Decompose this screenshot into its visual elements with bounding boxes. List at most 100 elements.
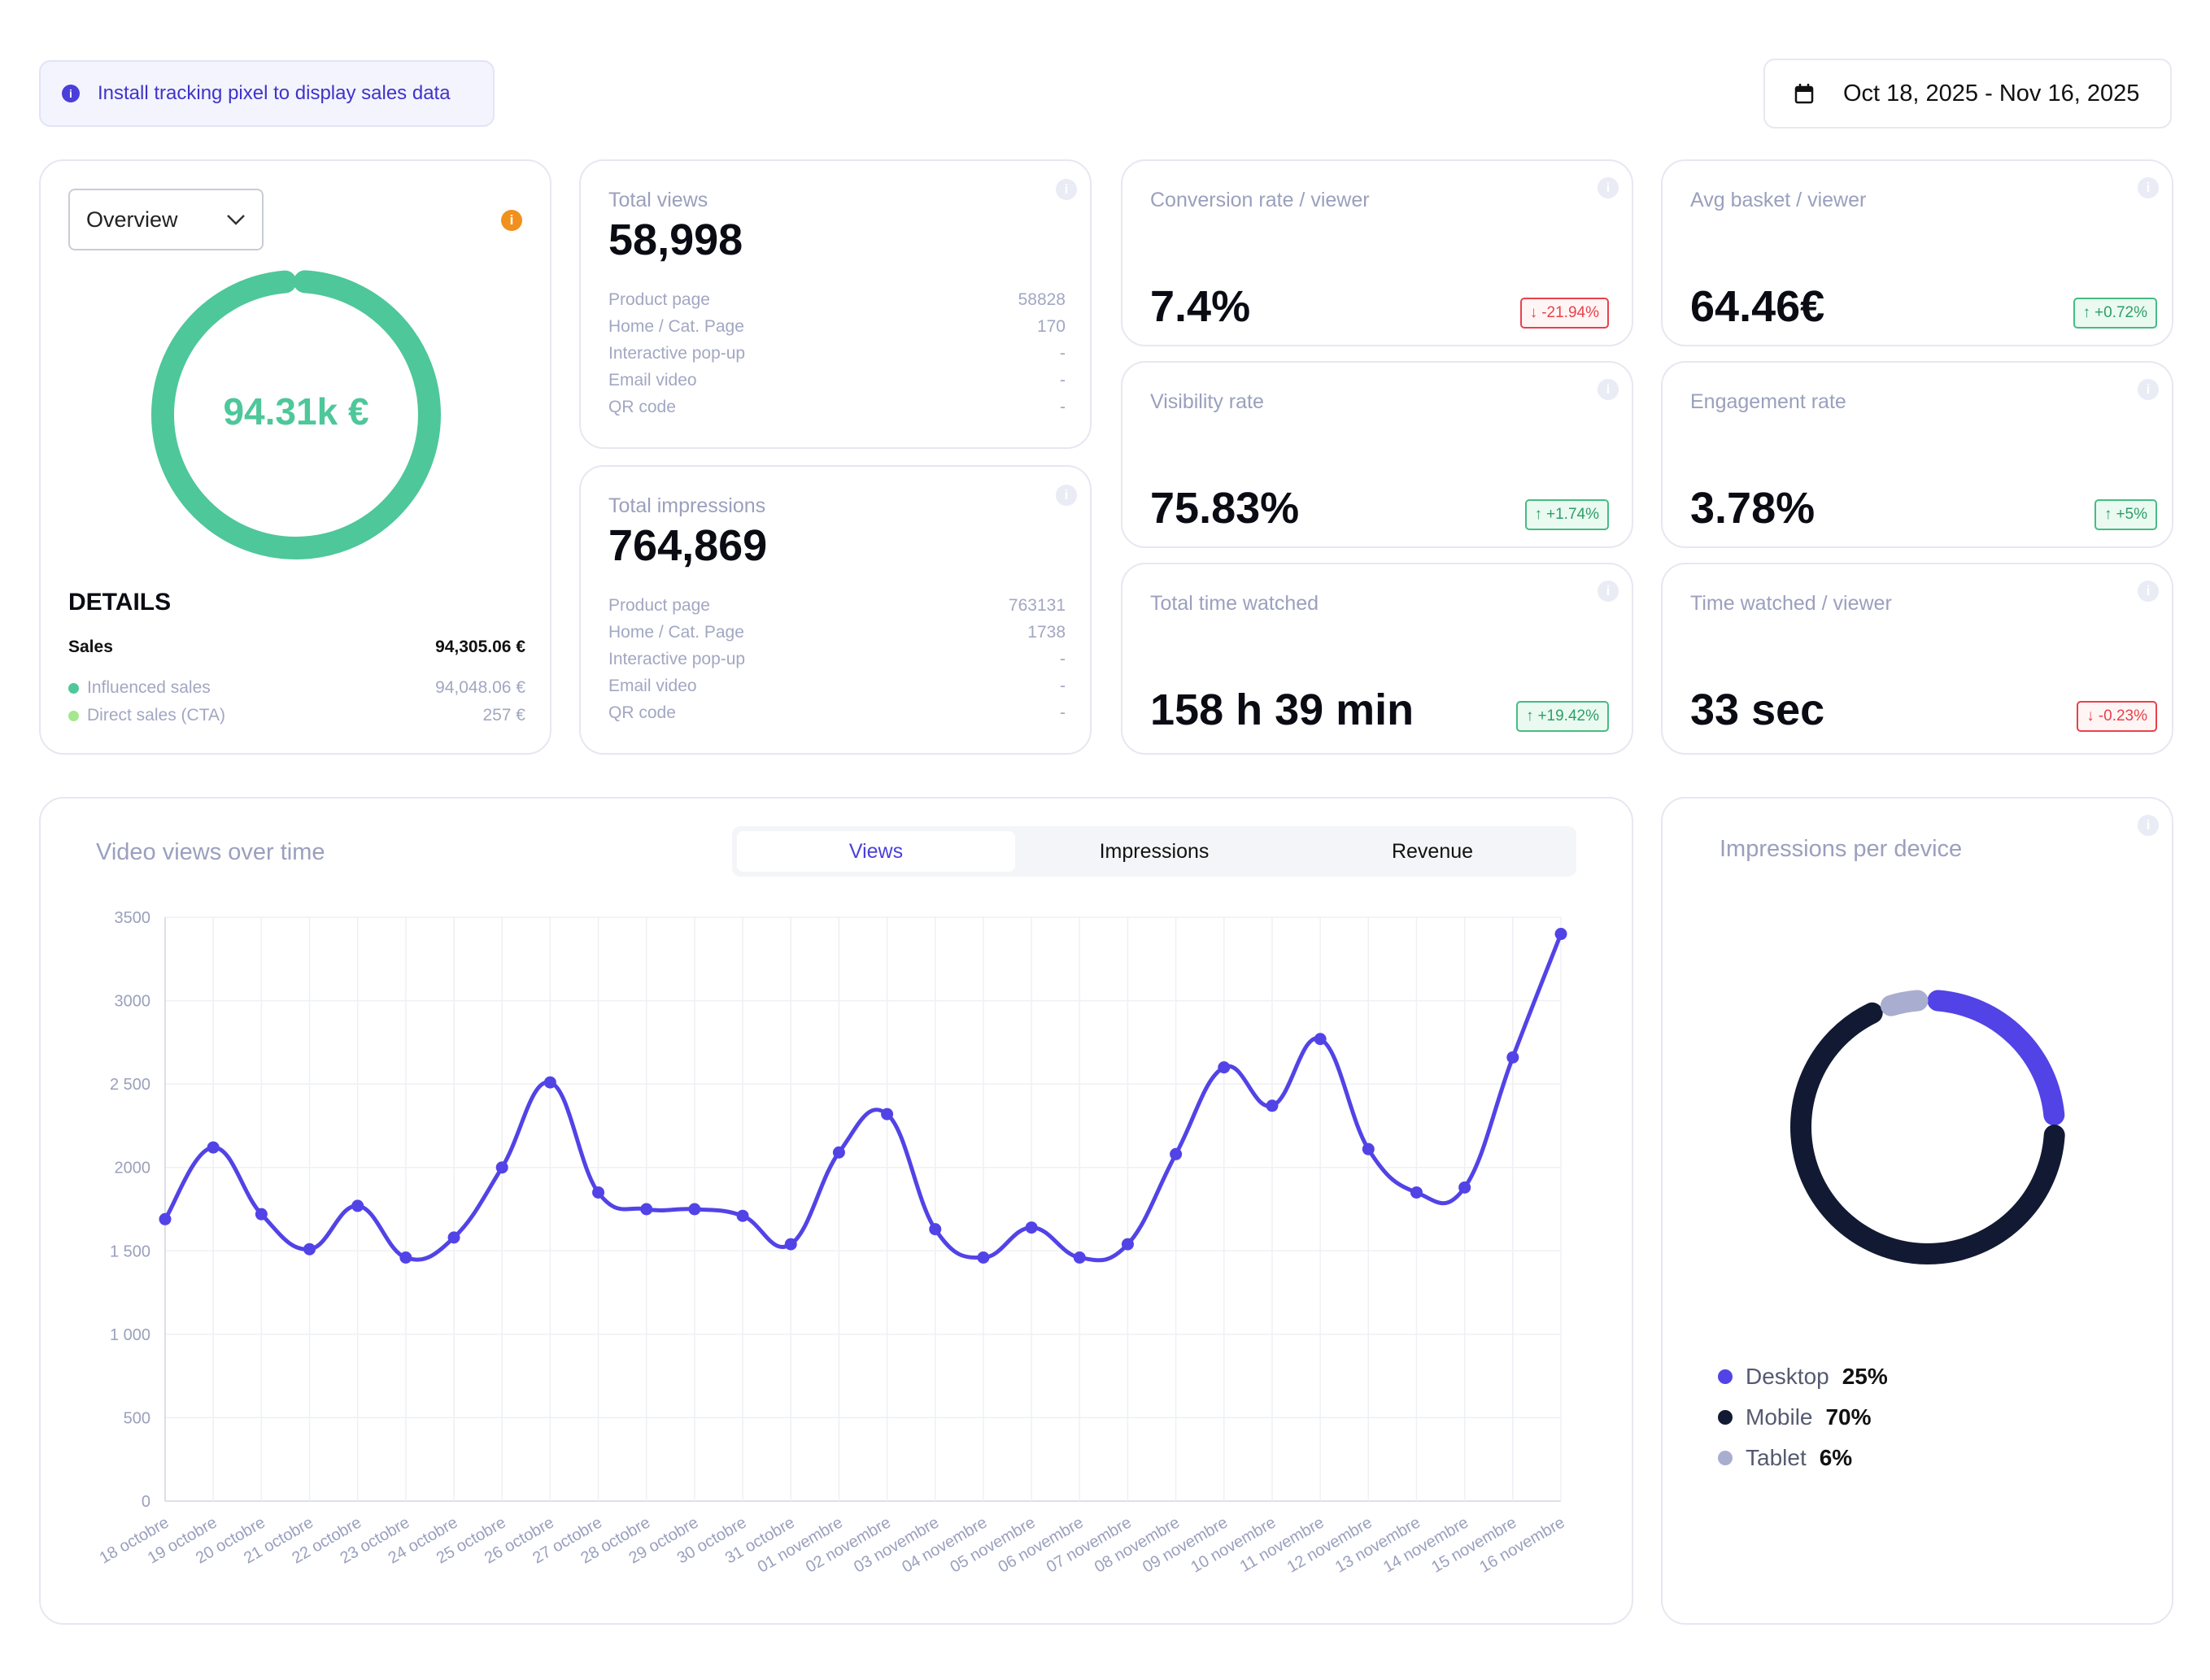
legend-percent: 6%	[1819, 1445, 1853, 1470]
influenced-dot	[68, 682, 79, 694]
arrow-up-icon: ↑	[2103, 506, 2112, 523]
data-point	[495, 1161, 508, 1174]
impressions-title: Total impressions	[608, 494, 766, 517]
banner-text: Install tracking pixel to display sales …	[98, 82, 451, 104]
data-point	[1554, 928, 1567, 941]
breakdown-label: Email video	[608, 370, 697, 390]
y-tick-label: 0	[142, 1493, 150, 1511]
legend-dot	[1718, 1451, 1733, 1465]
basket-change: +0.72%	[2094, 304, 2147, 321]
tracking-banner[interactable]: i Install tracking pixel to display sale…	[39, 60, 495, 127]
time-viewer-value: 33 sec	[1690, 685, 1825, 734]
breakdown-row: Interactive pop-up -	[608, 646, 1066, 672]
engagement-change-badge: ↑ +5%	[2094, 499, 2157, 530]
data-point	[1458, 1181, 1471, 1194]
data-point	[1362, 1142, 1375, 1156]
date-range-picker[interactable]: Oct 18, 2025 - Nov 16, 2025	[1763, 59, 2172, 128]
data-point	[592, 1186, 605, 1199]
info-icon[interactable]: i	[1598, 177, 1619, 198]
data-point	[1121, 1238, 1134, 1251]
donut-segment-tablet	[1880, 990, 1929, 1016]
conversion-title: Conversion rate / viewer	[1150, 189, 1370, 211]
breakdown-value: 58828	[1018, 289, 1066, 309]
data-point	[1410, 1186, 1423, 1199]
breakdown-row: Email video -	[608, 672, 1066, 699]
breakdown-value: -	[1060, 676, 1066, 695]
data-point	[1073, 1251, 1086, 1264]
data-point	[784, 1238, 797, 1251]
y-tick-label: 1 500	[110, 1243, 150, 1260]
basket-value: 64.46€	[1690, 282, 1825, 331]
visibility-change-badge: ↑ +1.74%	[1524, 499, 1609, 530]
time-watched-viewer-card: i Time watched / viewer 33 sec ↓ -0.23%	[1661, 563, 2173, 755]
breakdown-row: Product page 58828	[608, 286, 1066, 313]
y-tick-label: 3000	[115, 993, 151, 1011]
tab-impressions[interactable]: Impressions	[1015, 831, 1293, 872]
legend-item-mobile: Mobile 70%	[1718, 1397, 1888, 1438]
info-icon[interactable]: i	[2138, 581, 2159, 602]
tab-revenue-label: Revenue	[1391, 839, 1474, 863]
sales-label: Sales	[68, 638, 113, 656]
y-tick-label: 3500	[115, 909, 151, 927]
overview-dropdown-label: Overview	[86, 207, 178, 232]
tab-views[interactable]: Views	[737, 831, 1015, 872]
breakdown-label: QR code	[608, 397, 676, 416]
info-icon[interactable]: i	[1598, 379, 1619, 400]
visibility-value: 75.83%	[1150, 484, 1300, 533]
data-point	[736, 1209, 749, 1222]
info-icon[interactable]: i	[2138, 379, 2159, 400]
arrow-up-icon: ↑	[1534, 506, 1543, 523]
arrow-down-icon: ↓	[2086, 707, 2094, 725]
warning-info-icon[interactable]: i	[501, 210, 522, 231]
data-point	[1314, 1033, 1327, 1046]
breakdown-row: Interactive pop-up -	[608, 340, 1066, 367]
y-tick-label: 2000	[115, 1160, 151, 1177]
legend-label: Desktop	[1746, 1364, 1829, 1389]
breakdown-label: QR code	[608, 703, 676, 722]
data-point	[881, 1108, 894, 1121]
time-viewer-title: Time watched / viewer	[1690, 592, 1892, 615]
info-icon[interactable]: i	[2138, 177, 2159, 198]
overview-dropdown[interactable]: Overview	[68, 189, 264, 250]
info-icon[interactable]: i	[1056, 485, 1077, 506]
info-icon[interactable]: i	[1598, 581, 1619, 602]
breakdown-label: Interactive pop-up	[608, 649, 746, 668]
total-time-watched-card: i Total time watched 158 h 39 min ↑ +19.4…	[1121, 563, 1633, 755]
details-title: DETAILS	[68, 589, 172, 616]
breakdown-value: -	[1060, 703, 1066, 722]
data-point	[543, 1076, 556, 1089]
data-point	[929, 1223, 942, 1236]
date-range-text: Oct 18, 2025 - Nov 16, 2025	[1843, 80, 2140, 107]
y-tick-label: 1 000	[110, 1326, 150, 1344]
direct-value: 257 €	[482, 706, 525, 725]
data-point	[832, 1146, 845, 1159]
conversion-change-badge: ↓ -21.94%	[1519, 298, 1609, 329]
time-viewer-change-badge: ↓ -0.23%	[2077, 701, 2157, 732]
breakdown-row: QR code -	[608, 699, 1066, 726]
data-point	[447, 1231, 460, 1244]
data-point	[1025, 1221, 1038, 1234]
basket-change-badge: ↑ +0.72%	[2073, 298, 2157, 329]
breakdown-label: Email video	[608, 676, 697, 695]
info-icon[interactable]: i	[1056, 179, 1077, 200]
device-legend: Desktop 25% Mobile 70% Tablet 6%	[1718, 1356, 1888, 1478]
data-point	[688, 1203, 701, 1216]
engagement-value: 3.78%	[1690, 484, 1816, 533]
arrow-up-icon: ↑	[2082, 304, 2091, 321]
time-viewer-change: -0.23%	[2098, 707, 2147, 725]
breakdown-value: -	[1060, 370, 1066, 390]
arrow-up-icon: ↑	[1525, 707, 1534, 725]
time-total-change: +19.42%	[1537, 707, 1599, 725]
tab-views-label: Views	[848, 839, 904, 863]
total-impressions-card: i Total impressions 764,869 Product page…	[579, 465, 1092, 755]
visibility-rate-card: i Visibility rate 75.83% ↑ +1.74%	[1121, 361, 1633, 548]
visibility-change: +1.74%	[1546, 506, 1599, 523]
direct-label: Direct sales (CTA)	[87, 706, 225, 725]
total-views-card: i Total views 58,998 Product page 58828 Ho…	[579, 159, 1092, 449]
avg-basket-card: i Avg basket / viewer 64.46€ ↑ +0.72%	[1661, 159, 2173, 346]
tab-revenue[interactable]: Revenue	[1293, 831, 1571, 872]
legend-dot	[1718, 1410, 1733, 1425]
chart-title: Video views over time	[96, 839, 325, 865]
info-icon[interactable]: i	[2138, 815, 2159, 836]
tab-impressions-label: Impressions	[1099, 839, 1210, 863]
